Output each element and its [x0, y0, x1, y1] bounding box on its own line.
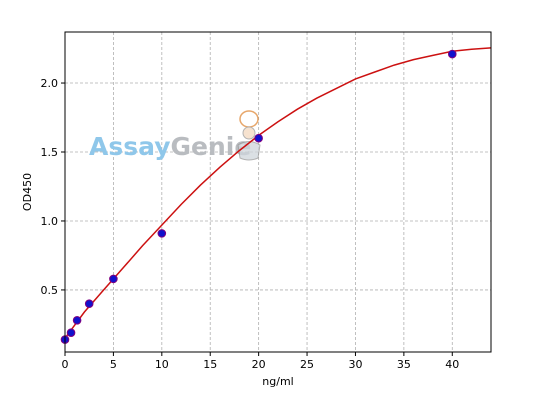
genie-mascot-icon	[237, 110, 261, 161]
x-tick-label: 35	[397, 358, 411, 371]
x-tick-label: 10	[155, 358, 169, 371]
x-tick-label: 5	[110, 358, 117, 371]
watermark-logo-text: AssayGenie	[89, 132, 251, 161]
plot-frame	[64, 31, 492, 353]
data-point	[109, 274, 118, 284]
x-tick-label: 30	[348, 358, 362, 371]
data-point	[72, 315, 82, 325]
y-tick-label: 1.5	[41, 146, 59, 159]
data-point	[254, 133, 263, 143]
y-tick-label: 2.0	[41, 77, 59, 90]
x-tick-label: 15	[203, 358, 217, 371]
data-point	[447, 49, 457, 59]
grid	[64, 32, 491, 352]
data-point	[66, 328, 76, 337]
data-points-layer	[60, 49, 457, 344]
x-tick-label: 0	[62, 358, 69, 371]
y-axis-label: OD450	[21, 173, 34, 211]
watermark: AssayGenie	[89, 110, 261, 161]
x-axis-ticks: 0 5 10 15 20 25 30 35 40	[62, 352, 459, 371]
y-tick-label: 1.0	[41, 215, 59, 228]
watermark-assay: Assay	[89, 132, 171, 161]
y-tick-label: 0.5	[41, 284, 59, 297]
fit-curve-layer	[65, 47, 491, 339]
x-tick-label: 20	[252, 358, 266, 371]
x-tick-label: 25	[300, 358, 314, 371]
y-axis-ticks: 0.5 1.0 1.5 2.0	[41, 77, 65, 297]
x-tick-label: 40	[445, 358, 459, 371]
data-point	[157, 229, 167, 238]
data-point	[84, 299, 94, 309]
x-axis-label: ng/ml	[262, 375, 293, 388]
fit-curve-line	[65, 47, 491, 339]
